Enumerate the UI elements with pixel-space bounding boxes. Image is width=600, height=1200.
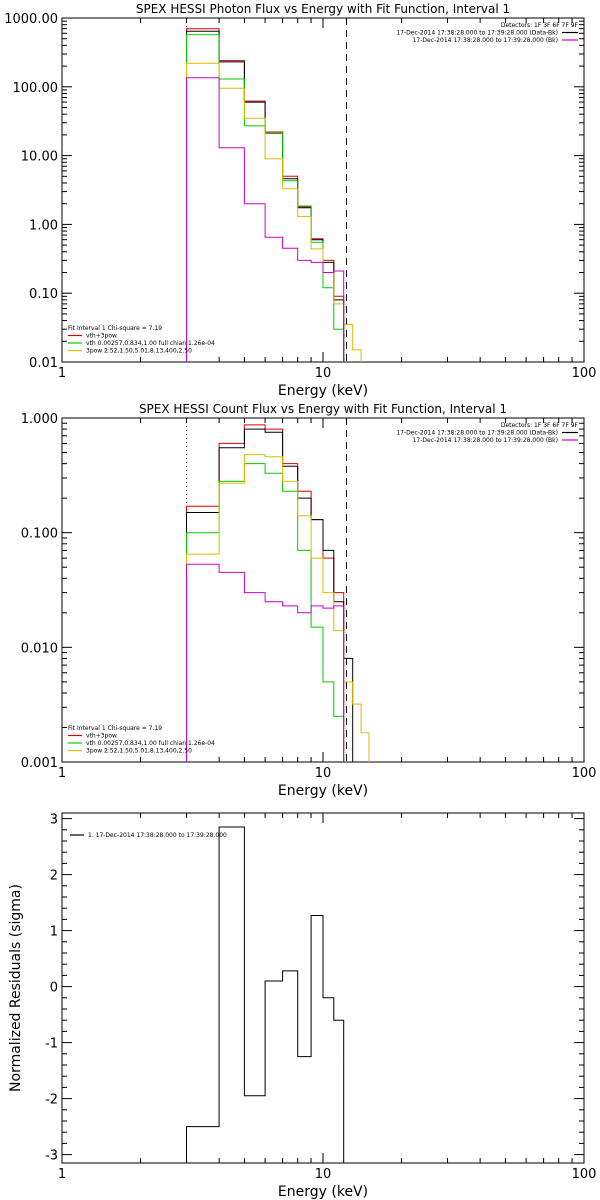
y-axis-label: Normalized Residuals (sigma) — [8, 884, 24, 1092]
chart-title: SPEX HESSI Photon Flux vs Energy with Fi… — [136, 2, 510, 16]
legend-entry: Fit Interval 1 Chi-square = 7.19 — [68, 725, 162, 732]
legend-entry: Detectors: 1F 3F 6F 7F 9F — [501, 22, 579, 29]
series-line-3 — [186, 34, 345, 362]
series-group — [186, 826, 345, 1163]
y-tick-label: 1000.00 — [4, 12, 58, 27]
x-axis-label: Energy (keV) — [278, 783, 368, 799]
legend-entry: 3pow 2.52,1.50,5.01,8.13,400,2.50 — [86, 348, 192, 355]
y-tick-label: 1.000 — [21, 412, 58, 427]
y-tick-label: 3 — [50, 813, 58, 828]
legend-entry: vth+3pow — [86, 733, 117, 740]
y-tick-label: -2 — [45, 1093, 58, 1108]
legend-entry: 3pow 2.52,1.50,5.01,8.13,400,2.50 — [86, 748, 192, 755]
y-tick-label: 10.00 — [21, 150, 58, 165]
y-tick-label: 1 — [50, 925, 58, 940]
chart-2: SPEX HESSI Count Flux vs Energy with Fit… — [21, 402, 597, 799]
y-tick-label: 0.100 — [21, 527, 58, 542]
series-group — [186, 28, 362, 362]
series-line-1 — [186, 826, 345, 1163]
legend-entry: vth+3pow — [86, 333, 117, 340]
y-tick-label: 0.010 — [21, 641, 58, 656]
y-tick-label: -3 — [45, 1149, 58, 1164]
y-tick-label: 0.01 — [29, 356, 58, 371]
plot-frame — [61, 17, 585, 363]
series-line-5 — [186, 77, 345, 362]
x-axis-label: Energy (keV) — [278, 383, 368, 399]
x-axis-label: Energy (keV) — [278, 1184, 368, 1200]
series-line-5 — [186, 563, 345, 762]
series-line-3 — [186, 463, 345, 762]
legend-entry: 17-Dec-2014 17:38:28.000 to 17:39:28.000… — [396, 30, 558, 37]
y-tick-label: 100.00 — [13, 81, 59, 96]
legend-entry: 17-Dec-2014 17:38:28.000 to 17:39:28.000… — [413, 437, 558, 444]
chart-1: SPEX HESSI Photon Flux vs Energy with Fi… — [4, 2, 596, 399]
series-line-1 — [186, 424, 345, 762]
series-line-2 — [186, 428, 354, 762]
series-group — [186, 424, 370, 762]
y-tick-label: 0 — [50, 981, 58, 996]
x-tick-label: 100 — [572, 766, 597, 781]
x-tick-label: 10 — [315, 766, 332, 781]
y-tick-label: 2 — [50, 869, 58, 884]
series-line-2 — [186, 30, 345, 362]
legend-entry: Detectors: 1F 3F 6F 7F 9F — [501, 422, 579, 429]
legend-entry: 1. 17-Dec-2014 17:38:28.000 to 17:39:28.… — [88, 832, 227, 839]
series-line-4 — [186, 454, 370, 762]
y-tick-label: 0.001 — [21, 756, 58, 771]
chart-title: SPEX HESSI Count Flux vs Energy with Fit… — [139, 402, 507, 416]
series-line-1 — [186, 28, 345, 362]
x-tick-label: 10 — [315, 1167, 332, 1182]
legend-entry: 17-Dec-2014 17:38:28.000 to 17:39:28.000… — [396, 430, 558, 437]
x-tick-label: 10 — [315, 366, 332, 381]
x-tick-label: 100 — [572, 1167, 597, 1182]
legend-entry: vth 0.00257,0.834,1.00 full chian 1.26e-… — [86, 340, 215, 347]
legend-entry: 17-Dec-2014 17:38:28.000 to 17:39:28.000… — [413, 37, 558, 44]
y-tick-label: 0.10 — [29, 287, 58, 302]
x-tick-label: 1 — [58, 366, 66, 381]
y-tick-label: -1 — [45, 1037, 58, 1052]
x-tick-label: 1 — [58, 766, 66, 781]
x-tick-label: 100 — [572, 366, 597, 381]
legend-entry: Fit Interval 1 Chi-square = 7.19 — [68, 325, 162, 332]
x-tick-label: 1 — [58, 1167, 66, 1182]
legend-entry: vth 0.00257,0.834,1.00 full chian 1.26e-… — [86, 740, 215, 747]
y-tick-label: 1.00 — [29, 218, 58, 233]
series-line-4 — [186, 62, 362, 362]
